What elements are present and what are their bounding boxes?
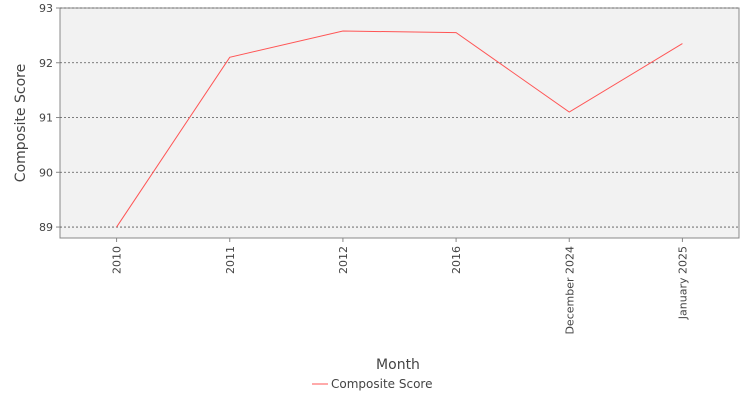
data-point — [115, 226, 118, 229]
legend-label: Composite Score — [331, 377, 432, 391]
y-tick-label: 93 — [39, 2, 53, 15]
series-lines — [115, 30, 684, 229]
plot-background — [59, 7, 740, 239]
gridlines — [60, 7, 739, 228]
x-axis-title: Month — [376, 357, 420, 373]
legend: Composite Score — [312, 377, 432, 391]
y-axis-ticks: 89 90 91 92 93 — [39, 2, 60, 234]
x-tick-label: 2012 — [337, 246, 350, 274]
y-tick-label: 92 — [39, 57, 53, 70]
data-point — [455, 31, 458, 34]
x-tick-label: 2016 — [450, 246, 463, 274]
x-tick-label: December 2024 — [563, 246, 576, 335]
x-tick-label: January 2025 — [676, 246, 689, 320]
data-point — [228, 56, 231, 59]
x-tick-label: 2010 — [111, 246, 124, 274]
x-tick-label: 2011 — [224, 246, 237, 274]
x-axis-ticks: 2010 2011 2012 2016 December 2024 January 202… — [111, 238, 689, 335]
y-axis-title: Composite Score — [13, 64, 29, 182]
y-tick-label: 89 — [39, 221, 53, 234]
series-line — [116, 30, 683, 228]
data-point — [568, 111, 571, 114]
y-tick-label: 91 — [39, 112, 53, 125]
data-point — [341, 30, 344, 33]
data-point — [681, 42, 684, 45]
y-tick-label: 90 — [39, 166, 53, 179]
